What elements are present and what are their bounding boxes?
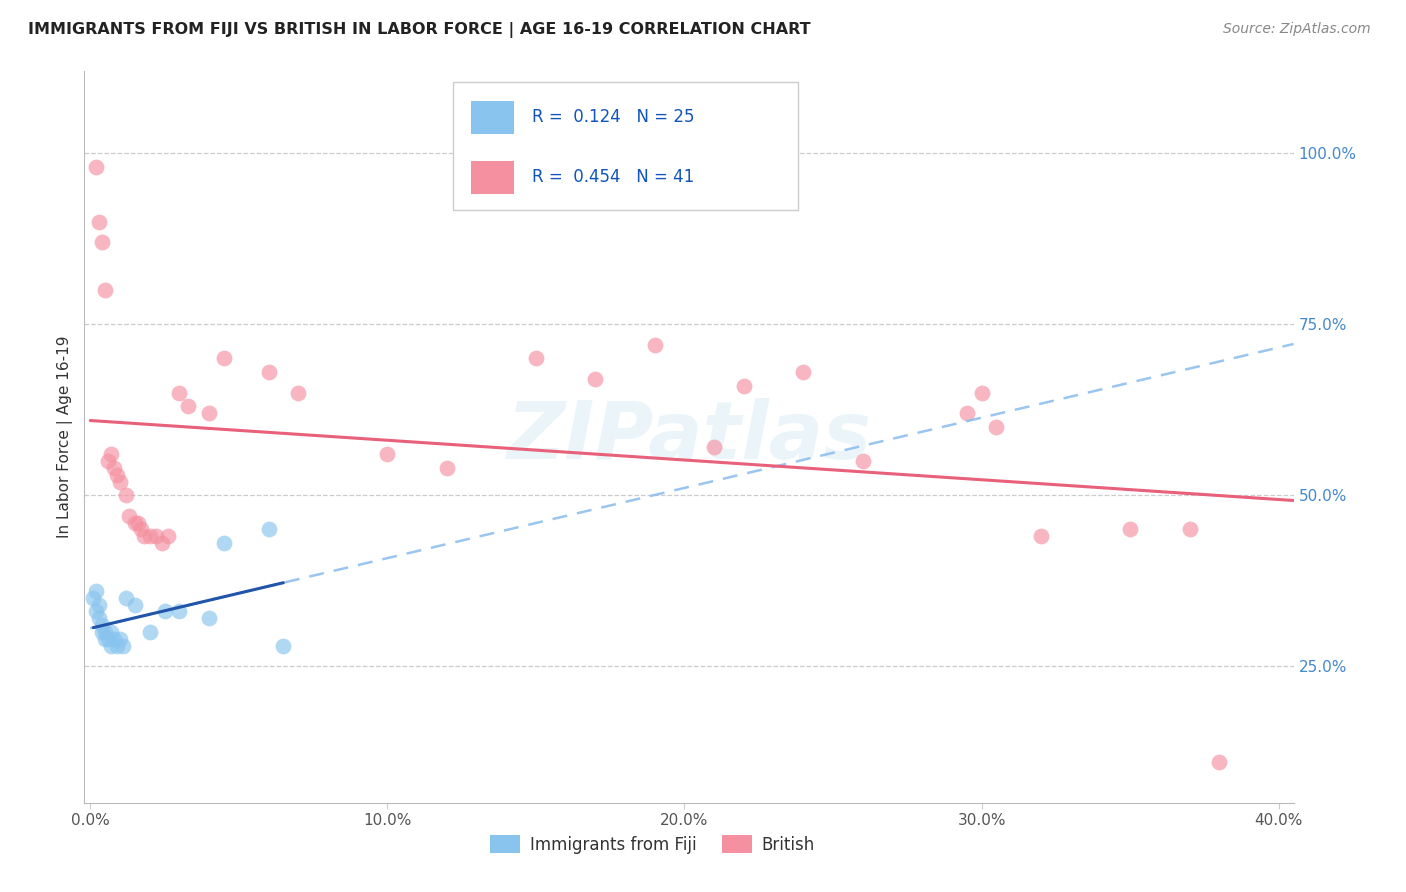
Point — [377, 447, 399, 461]
Text: R =  0.124   N = 25: R = 0.124 N = 25 — [531, 109, 695, 127]
Point — [212, 536, 235, 550]
Point — [97, 454, 120, 468]
Point — [84, 604, 107, 618]
Point — [1029, 529, 1052, 543]
Point — [100, 447, 122, 461]
Point — [108, 632, 131, 646]
Text: IMMIGRANTS FROM FIJI VS BRITISH IN LABOR FORCE | AGE 16-19 CORRELATION CHART: IMMIGRANTS FROM FIJI VS BRITISH IN LABOR… — [28, 22, 811, 38]
Point — [91, 235, 114, 250]
Point — [703, 440, 725, 454]
Point — [150, 536, 173, 550]
Text: ZIPatlas: ZIPatlas — [506, 398, 872, 476]
Text: Source: ZipAtlas.com: Source: ZipAtlas.com — [1223, 22, 1371, 37]
Point — [1119, 522, 1142, 536]
Point — [105, 639, 128, 653]
Point — [733, 379, 755, 393]
Legend: Immigrants from Fiji, British: Immigrants from Fiji, British — [484, 829, 821, 860]
Point — [84, 160, 107, 174]
Point — [105, 467, 128, 482]
Point — [124, 598, 146, 612]
Point — [97, 632, 120, 646]
Point — [169, 385, 191, 400]
Point — [94, 624, 117, 639]
Point — [156, 529, 179, 543]
Point — [111, 639, 134, 653]
Point — [82, 591, 104, 605]
Point — [115, 488, 138, 502]
Point — [273, 639, 295, 653]
Text: R =  0.454   N = 41: R = 0.454 N = 41 — [531, 169, 695, 186]
Point — [94, 632, 117, 646]
Point — [986, 420, 1008, 434]
Point — [89, 215, 111, 229]
Point — [970, 385, 993, 400]
Point — [198, 611, 221, 625]
Point — [100, 639, 122, 653]
Bar — [471, 161, 513, 194]
Point — [583, 372, 606, 386]
Y-axis label: In Labor Force | Age 16-19: In Labor Force | Age 16-19 — [58, 335, 73, 539]
Point — [91, 624, 114, 639]
Point — [129, 522, 152, 536]
Point — [177, 400, 200, 414]
Point — [145, 529, 167, 543]
Point — [94, 283, 117, 297]
Point — [212, 351, 235, 366]
Point — [153, 604, 176, 618]
Bar — [453, 82, 797, 211]
Point — [103, 632, 125, 646]
Point — [257, 365, 280, 379]
Point — [89, 598, 111, 612]
Point — [84, 583, 107, 598]
Point — [89, 611, 111, 625]
Point — [792, 365, 814, 379]
Point — [100, 624, 122, 639]
Point — [1208, 755, 1230, 769]
Point — [138, 624, 160, 639]
Bar — [471, 101, 513, 134]
Point — [124, 516, 146, 530]
Point — [127, 516, 149, 530]
Point — [436, 460, 458, 475]
Point — [108, 475, 131, 489]
Point — [169, 604, 191, 618]
Point — [956, 406, 979, 420]
Point — [91, 618, 114, 632]
Point — [118, 508, 141, 523]
Point — [103, 460, 125, 475]
Point — [115, 591, 138, 605]
Point — [198, 406, 221, 420]
Point — [132, 529, 155, 543]
Point — [524, 351, 547, 366]
Point — [287, 385, 309, 400]
Point — [257, 522, 280, 536]
Point — [1178, 522, 1201, 536]
Point — [138, 529, 160, 543]
Point — [852, 454, 875, 468]
Point — [644, 338, 666, 352]
